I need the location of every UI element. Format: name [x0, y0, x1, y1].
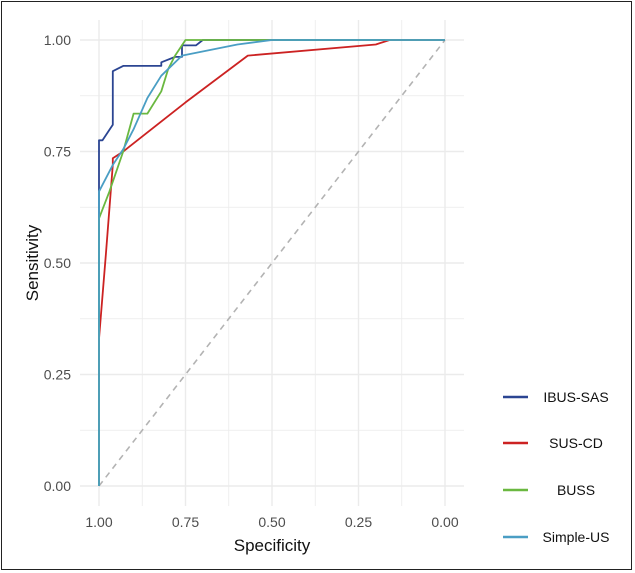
y-tick-label: 0.50 — [44, 255, 71, 271]
legend-label-ibus-sas: IBUS-SAS — [543, 389, 608, 405]
y-tick-label: 0.25 — [44, 367, 71, 383]
tick-labels: 0.00 0.25 0.50 0.75 1.00 1.00 0.75 0.50 0.25 0.00 — [44, 32, 459, 530]
legend-label-sus-cd: SUS-CD — [549, 435, 603, 451]
x-tick-label: 0.50 — [258, 514, 285, 530]
legend-label-simple-us: Simple-US — [543, 529, 610, 545]
x-tick-label: 0.00 — [431, 514, 458, 530]
series-line-simple-us — [98, 39, 445, 486]
y-tick-label: 0.00 — [44, 478, 71, 494]
x-axis-title: Specificity — [234, 536, 311, 555]
grid — [80, 20, 464, 506]
x-tick-label: 1.00 — [85, 514, 112, 530]
legend: IBUS-SAS SUS-CD BUSS Simple-US — [503, 389, 609, 545]
series-line-buss — [98, 39, 445, 486]
y-tick-label: 0.75 — [44, 144, 71, 160]
series-layer — [98, 39, 445, 486]
legend-label-buss: BUSS — [557, 482, 595, 498]
x-tick-label: 0.75 — [172, 514, 199, 530]
x-tick-label: 0.25 — [345, 514, 372, 530]
y-axis-title: Sensitivity — [23, 224, 42, 301]
y-tick-label: 1.00 — [44, 32, 71, 48]
